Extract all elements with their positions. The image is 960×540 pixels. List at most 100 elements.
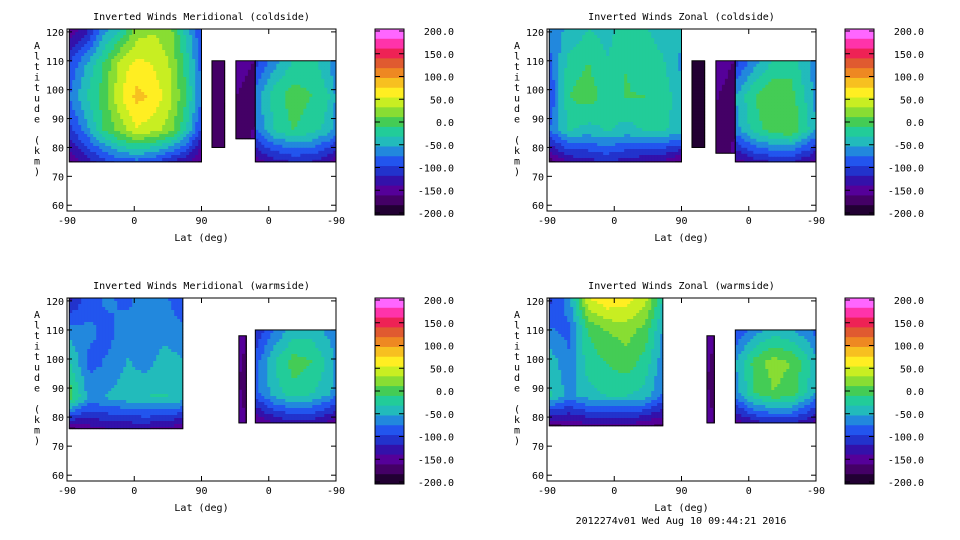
data-cell [276,156,280,161]
data-cell [215,60,219,65]
data-cell [630,122,634,126]
data-cell [132,35,136,39]
data-cell [561,38,565,42]
data-cell [294,78,298,83]
data-cell [600,29,604,33]
data-cell [633,101,637,105]
data-cell [120,152,124,156]
data-cell [138,47,142,51]
data-cell [564,86,568,90]
data-cell [117,44,121,48]
data-cell [168,113,172,117]
data-cell [279,123,283,128]
data-cell [582,125,586,129]
data-cell [253,120,256,125]
data-cell [294,132,298,137]
data-cell [69,143,73,147]
data-cell [570,29,574,33]
data-cell [247,93,252,98]
data-cell [636,56,640,60]
data-cell [618,29,622,33]
data-cell [672,101,676,105]
data-cell [318,123,322,128]
data-cell [552,41,556,45]
data-cell [564,38,568,42]
data-cell [162,146,166,150]
data-cell [114,107,118,111]
data-cell [126,137,130,141]
data-cell [315,156,319,161]
data-cell [241,93,246,98]
data-cell [129,146,133,150]
data-cell [87,59,91,63]
data-cell [606,119,610,123]
data-cell [642,74,646,78]
data-cell [162,68,166,72]
data-cell [150,146,154,150]
data-cell [171,35,175,39]
data-cell [621,113,625,117]
data-cell [648,125,652,129]
data-cell [171,149,175,153]
data-cell [105,92,109,96]
data-cell [552,47,556,51]
data-cell [186,98,190,102]
data-cell [294,69,298,74]
data-cell [174,74,178,78]
data-cell [327,147,331,152]
data-cell [147,113,151,117]
data-cell [84,122,88,126]
data-cell [102,80,106,84]
data-cell [276,117,280,122]
data-cell [327,129,331,134]
data-cell [663,116,667,120]
data-cell [615,119,619,123]
data-cell [630,107,634,111]
data-cell [621,101,625,105]
data-cell [654,41,658,45]
data-cell [273,63,277,68]
data-cell [147,29,151,33]
data-cell [114,152,118,156]
data-cell [105,155,109,159]
data-cell [135,137,139,141]
data-cell [144,65,148,69]
data-cell [600,116,604,120]
data-cell [114,104,118,108]
data-cell [639,38,643,42]
data-cell [267,90,271,95]
data-cell [153,140,157,144]
data-cell [273,138,277,143]
data-cell [117,113,121,117]
data-cell [603,119,607,123]
data-cell [645,125,649,129]
data-cell [105,98,109,102]
data-cell [273,81,277,86]
data-cell [84,65,88,69]
data-cell [198,80,202,84]
data-cell [174,104,178,108]
data-cell [218,93,222,98]
data-cell [630,77,634,81]
data-cell [594,128,598,132]
data-cell [588,104,592,108]
data-cell [126,89,130,93]
data-cell [244,99,249,104]
data-cell [90,113,94,117]
data-cell [221,63,225,68]
data-cell [645,128,649,132]
data-cell [606,29,610,33]
data-cell [264,90,268,95]
data-cell [96,41,100,45]
data-cell [105,53,109,57]
data-cell [645,44,649,48]
data-cell [241,99,246,104]
data-cell [570,41,574,45]
data-cell [294,60,298,65]
data-cell [603,128,607,132]
data-cell [156,53,160,57]
data-cell [165,77,169,81]
data-cell [168,38,172,42]
data-cell [132,149,136,153]
data-cell [215,90,219,95]
